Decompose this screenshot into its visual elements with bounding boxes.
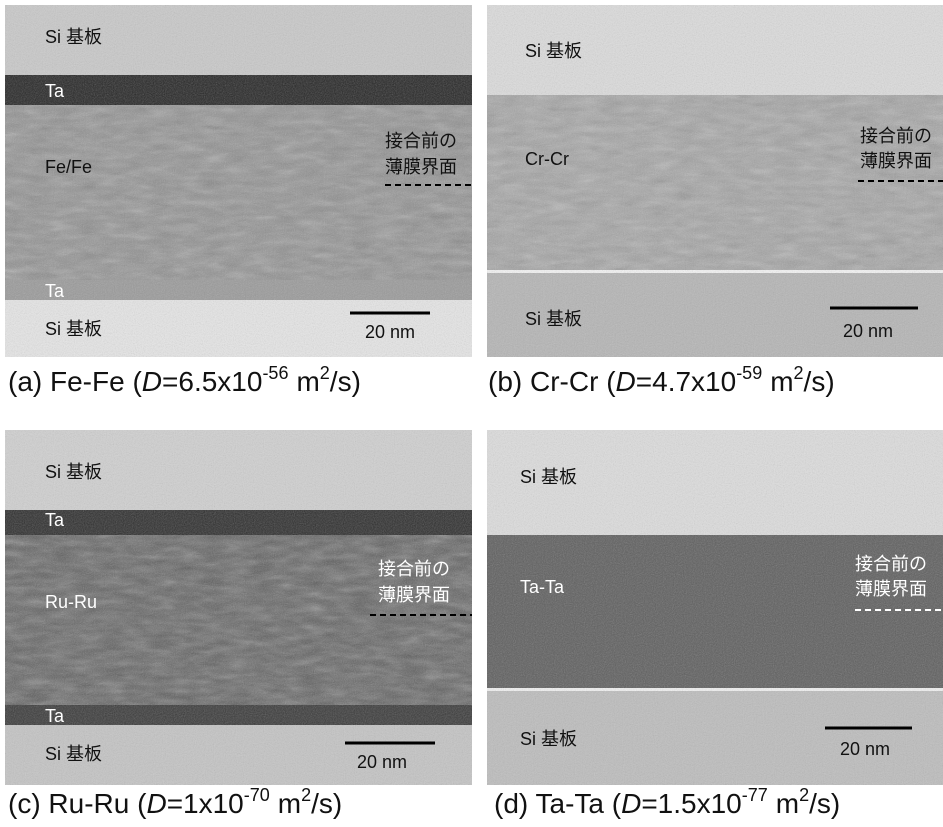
caption: (a) Fe-Fe (D=6.5x10-56 m2/s)	[8, 363, 361, 398]
label: 接合前の	[378, 559, 450, 579]
label: Si 基板	[520, 729, 577, 749]
scale-label: 20 nm	[843, 321, 893, 341]
scale-label: 20 nm	[357, 752, 407, 772]
caption-suffix: /s)	[804, 366, 835, 397]
caption-mantissa: =1.5x10	[641, 788, 741, 819]
label: 薄膜界面	[855, 579, 927, 599]
label: Si 基板	[520, 467, 577, 487]
label: Si 基板	[45, 462, 102, 482]
caption-unit: m	[770, 366, 793, 397]
caption-unit-exp: 2	[320, 363, 330, 383]
label: 薄膜界面	[378, 585, 450, 605]
label: Si 基板	[45, 319, 102, 339]
caption-mantissa: =6.5x10	[162, 366, 262, 397]
caption-var: D	[142, 366, 162, 397]
caption-var: D	[616, 366, 636, 397]
label: Ta	[45, 81, 65, 101]
label: Ta-Ta	[520, 577, 565, 597]
label: 接合前の	[855, 554, 927, 574]
caption-unit: m	[278, 788, 301, 819]
label: Cr-Cr	[525, 149, 569, 169]
label: 接合前の	[385, 131, 457, 151]
label: Ta	[45, 510, 65, 530]
caption-prefix: (c) Ru-Ru (	[8, 788, 147, 819]
caption-exponent: -56	[262, 363, 288, 383]
caption: (d) Ta-Ta (D=1.5x10-77 m2/s)	[494, 785, 840, 820]
caption-unit-exp: 2	[794, 363, 804, 383]
label: Si 基板	[525, 309, 582, 329]
caption-var: D	[621, 788, 641, 819]
caption-exponent: -77	[742, 785, 768, 805]
texture	[5, 5, 472, 357]
caption-suffix: /s)	[809, 788, 840, 819]
label: 接合前の	[860, 126, 932, 146]
label: Ru-Ru	[45, 592, 97, 612]
scale-label: 20 nm	[840, 739, 890, 759]
caption-prefix: (a) Fe-Fe (	[8, 366, 142, 397]
caption-suffix: /s)	[330, 366, 361, 397]
caption-mantissa: =4.7x10	[636, 366, 736, 397]
caption: (b) Cr-Cr (D=4.7x10-59 m2/s)	[488, 363, 835, 398]
figure: Si 基板 Ta Fe/Fe 接合前の 薄膜界面 Ta Si 基板 20 nm …	[0, 0, 943, 827]
caption-unit-exp: 2	[799, 785, 809, 805]
caption-prefix: (b) Cr-Cr (	[488, 366, 616, 397]
caption-unit: m	[776, 788, 799, 819]
panel-c: Si 基板 Ta Ru-Ru 接合前の 薄膜界面 Ta Si 基板 20 nm	[5, 430, 472, 785]
caption-mantissa: =1x10	[167, 788, 244, 819]
caption-unit-exp: 2	[301, 785, 311, 805]
label: Si 基板	[45, 27, 102, 47]
label: Ta	[45, 281, 65, 301]
panel-d: Si 基板 Ta-Ta 接合前の 薄膜界面 Si 基板 20 nm	[487, 430, 943, 785]
scale-label: 20 nm	[365, 322, 415, 342]
label: Si 基板	[525, 41, 582, 61]
panel-a: Si 基板 Ta Fe/Fe 接合前の 薄膜界面 Ta Si 基板 20 nm	[5, 5, 472, 357]
caption-var: D	[146, 788, 166, 819]
label: 薄膜界面	[860, 151, 932, 171]
label: Fe/Fe	[45, 157, 92, 177]
caption-prefix: (d) Ta-Ta (	[494, 788, 622, 819]
caption-unit: m	[296, 366, 319, 397]
caption: (c) Ru-Ru (D=1x10-70 m2/s)	[8, 785, 342, 820]
label: Ta	[45, 706, 65, 726]
caption-exponent: -59	[736, 363, 762, 383]
caption-exponent: -70	[244, 785, 270, 805]
label: Si 基板	[45, 744, 102, 764]
label: 薄膜界面	[385, 157, 457, 177]
caption-suffix: /s)	[311, 788, 342, 819]
panel-b: Si 基板 Cr-Cr 接合前の 薄膜界面 Si 基板 20 nm	[487, 5, 943, 357]
